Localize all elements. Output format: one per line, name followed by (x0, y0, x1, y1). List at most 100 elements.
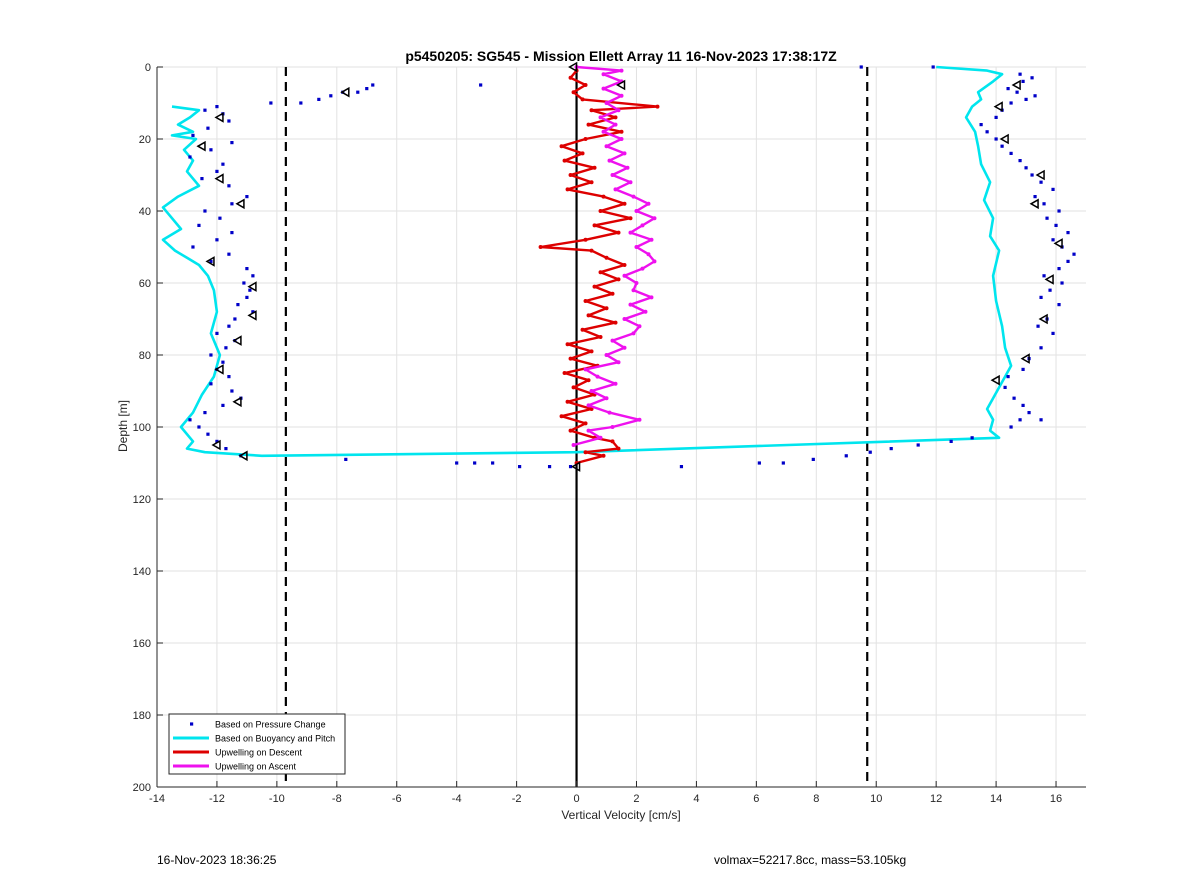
pressure-point-109 (1018, 159, 1022, 163)
x-tick-label-14: 14 (990, 793, 1002, 805)
pressure-point-25 (197, 223, 201, 227)
legend-label-2: Upwelling on Descent (215, 748, 303, 758)
ascent-point-49 (619, 93, 624, 98)
legend-label-1: Based on Buoyancy and Pitch (215, 734, 335, 744)
descent-point-14 (592, 165, 597, 170)
y-tick-label-6: 120 (133, 494, 151, 506)
marker-25 (990, 374, 1000, 386)
pressure-point-83 (1021, 367, 1025, 371)
series-buoyancy-line (161, 65, 1013, 458)
descent-point-3 (571, 90, 576, 95)
pressure-point-120 (1015, 90, 1019, 94)
marker-24 (1020, 353, 1030, 364)
ascent-point-19 (643, 309, 648, 314)
ascent-point-30 (628, 230, 633, 235)
descent-point-43 (562, 371, 567, 375)
y-tick-label-0: 0 (145, 62, 151, 74)
pressure-point-0 (371, 83, 375, 87)
marker-16 (1011, 79, 1021, 91)
pressure-point-91 (1048, 288, 1052, 292)
pressure-point-127 (479, 83, 483, 87)
marker-8 (247, 281, 257, 292)
x-tick-label-4: -6 (392, 793, 402, 805)
pressure-point-6 (299, 101, 303, 105)
ascent-point-27 (646, 252, 651, 257)
pressure-point-39 (227, 324, 231, 328)
pressure-point-70 (868, 450, 872, 454)
descent-point-29 (598, 270, 603, 275)
pressure-point-34 (248, 288, 252, 292)
series-layer (161, 65, 1076, 469)
ascent-point-24 (622, 273, 627, 278)
pressure-point-35 (245, 295, 249, 299)
descent-point-20 (598, 209, 603, 213)
ascent-point-23 (634, 281, 639, 285)
pressure-point-36 (236, 303, 240, 307)
ascent-point-20 (628, 302, 633, 307)
pressure-point-58 (344, 457, 348, 461)
series-ascent (571, 65, 657, 447)
pressure-point-90 (1039, 295, 1043, 299)
ascent-point-1 (598, 435, 603, 440)
descent-point-11 (559, 144, 564, 149)
descent-point-44 (586, 378, 591, 383)
ascent-point-35 (631, 194, 636, 199)
marker-5 (214, 173, 224, 184)
pressure-point-19 (200, 177, 204, 181)
ascent-point-26 (652, 259, 657, 264)
pressure-point-123 (1030, 76, 1034, 80)
marker-20 (1029, 198, 1039, 210)
marker-14 (238, 450, 248, 462)
descent-point-4 (580, 97, 585, 102)
ascent-point-47 (616, 108, 621, 113)
pressure-point-5 (317, 97, 321, 101)
pressure-point-114 (979, 123, 983, 127)
x-tick-label-10: 6 (753, 793, 759, 805)
pressure-point-99 (1066, 231, 1070, 235)
pressure-point-74 (970, 436, 974, 440)
pressure-point-28 (191, 245, 195, 249)
marker-13 (211, 439, 221, 451)
ascent-point-40 (607, 158, 612, 163)
pressure-point-96 (1072, 252, 1076, 256)
pressure-point-89 (1057, 303, 1061, 307)
ascent-point-43 (619, 137, 624, 141)
pressure-point-47 (209, 382, 213, 386)
pressure-point-81 (1003, 385, 1007, 389)
pressure-point-111 (1000, 144, 1004, 148)
ascent-point-34 (646, 201, 651, 206)
pressure-point-7 (269, 101, 273, 105)
descent-point-2 (583, 83, 588, 87)
descent-point-1 (568, 75, 573, 80)
pressure-point-27 (215, 238, 219, 242)
x-tick-label-11: 8 (813, 793, 819, 805)
legend: Based on Pressure Change Based on Buoyanc… (168, 713, 346, 775)
ascent-point-11 (583, 367, 588, 372)
ascent-point-28 (634, 245, 639, 249)
pressure-point-113 (985, 130, 989, 134)
descent-point-39 (565, 342, 570, 347)
descent-point-33 (583, 299, 588, 303)
x-tick-label-9: 4 (693, 793, 699, 805)
ascent-point-50 (601, 86, 606, 91)
y-tick-label-2: 40 (139, 206, 151, 218)
pressure-point-80 (1012, 396, 1016, 400)
descent-point-27 (604, 255, 609, 260)
y-tick-label-8: 160 (133, 638, 151, 650)
descent-point-24 (583, 237, 588, 242)
ascent-point-42 (604, 144, 609, 149)
pressure-point-85 (1039, 346, 1043, 350)
descent-point-21 (628, 216, 633, 221)
pressure-point-21 (245, 195, 249, 199)
pressure-point-38 (233, 317, 237, 321)
x-axis-label: Vertical Velocity [cm/s] (561, 808, 680, 822)
series-descent-line (539, 69, 659, 465)
legend-box (168, 713, 346, 775)
ascent-point-15 (610, 338, 615, 343)
ascent-point-37 (628, 180, 633, 185)
descent-point-32 (610, 291, 615, 296)
ascent-point-5 (607, 410, 612, 415)
ascent-point-46 (598, 115, 603, 120)
pressure-point-33 (242, 281, 246, 285)
ascent-point-12 (616, 360, 621, 365)
